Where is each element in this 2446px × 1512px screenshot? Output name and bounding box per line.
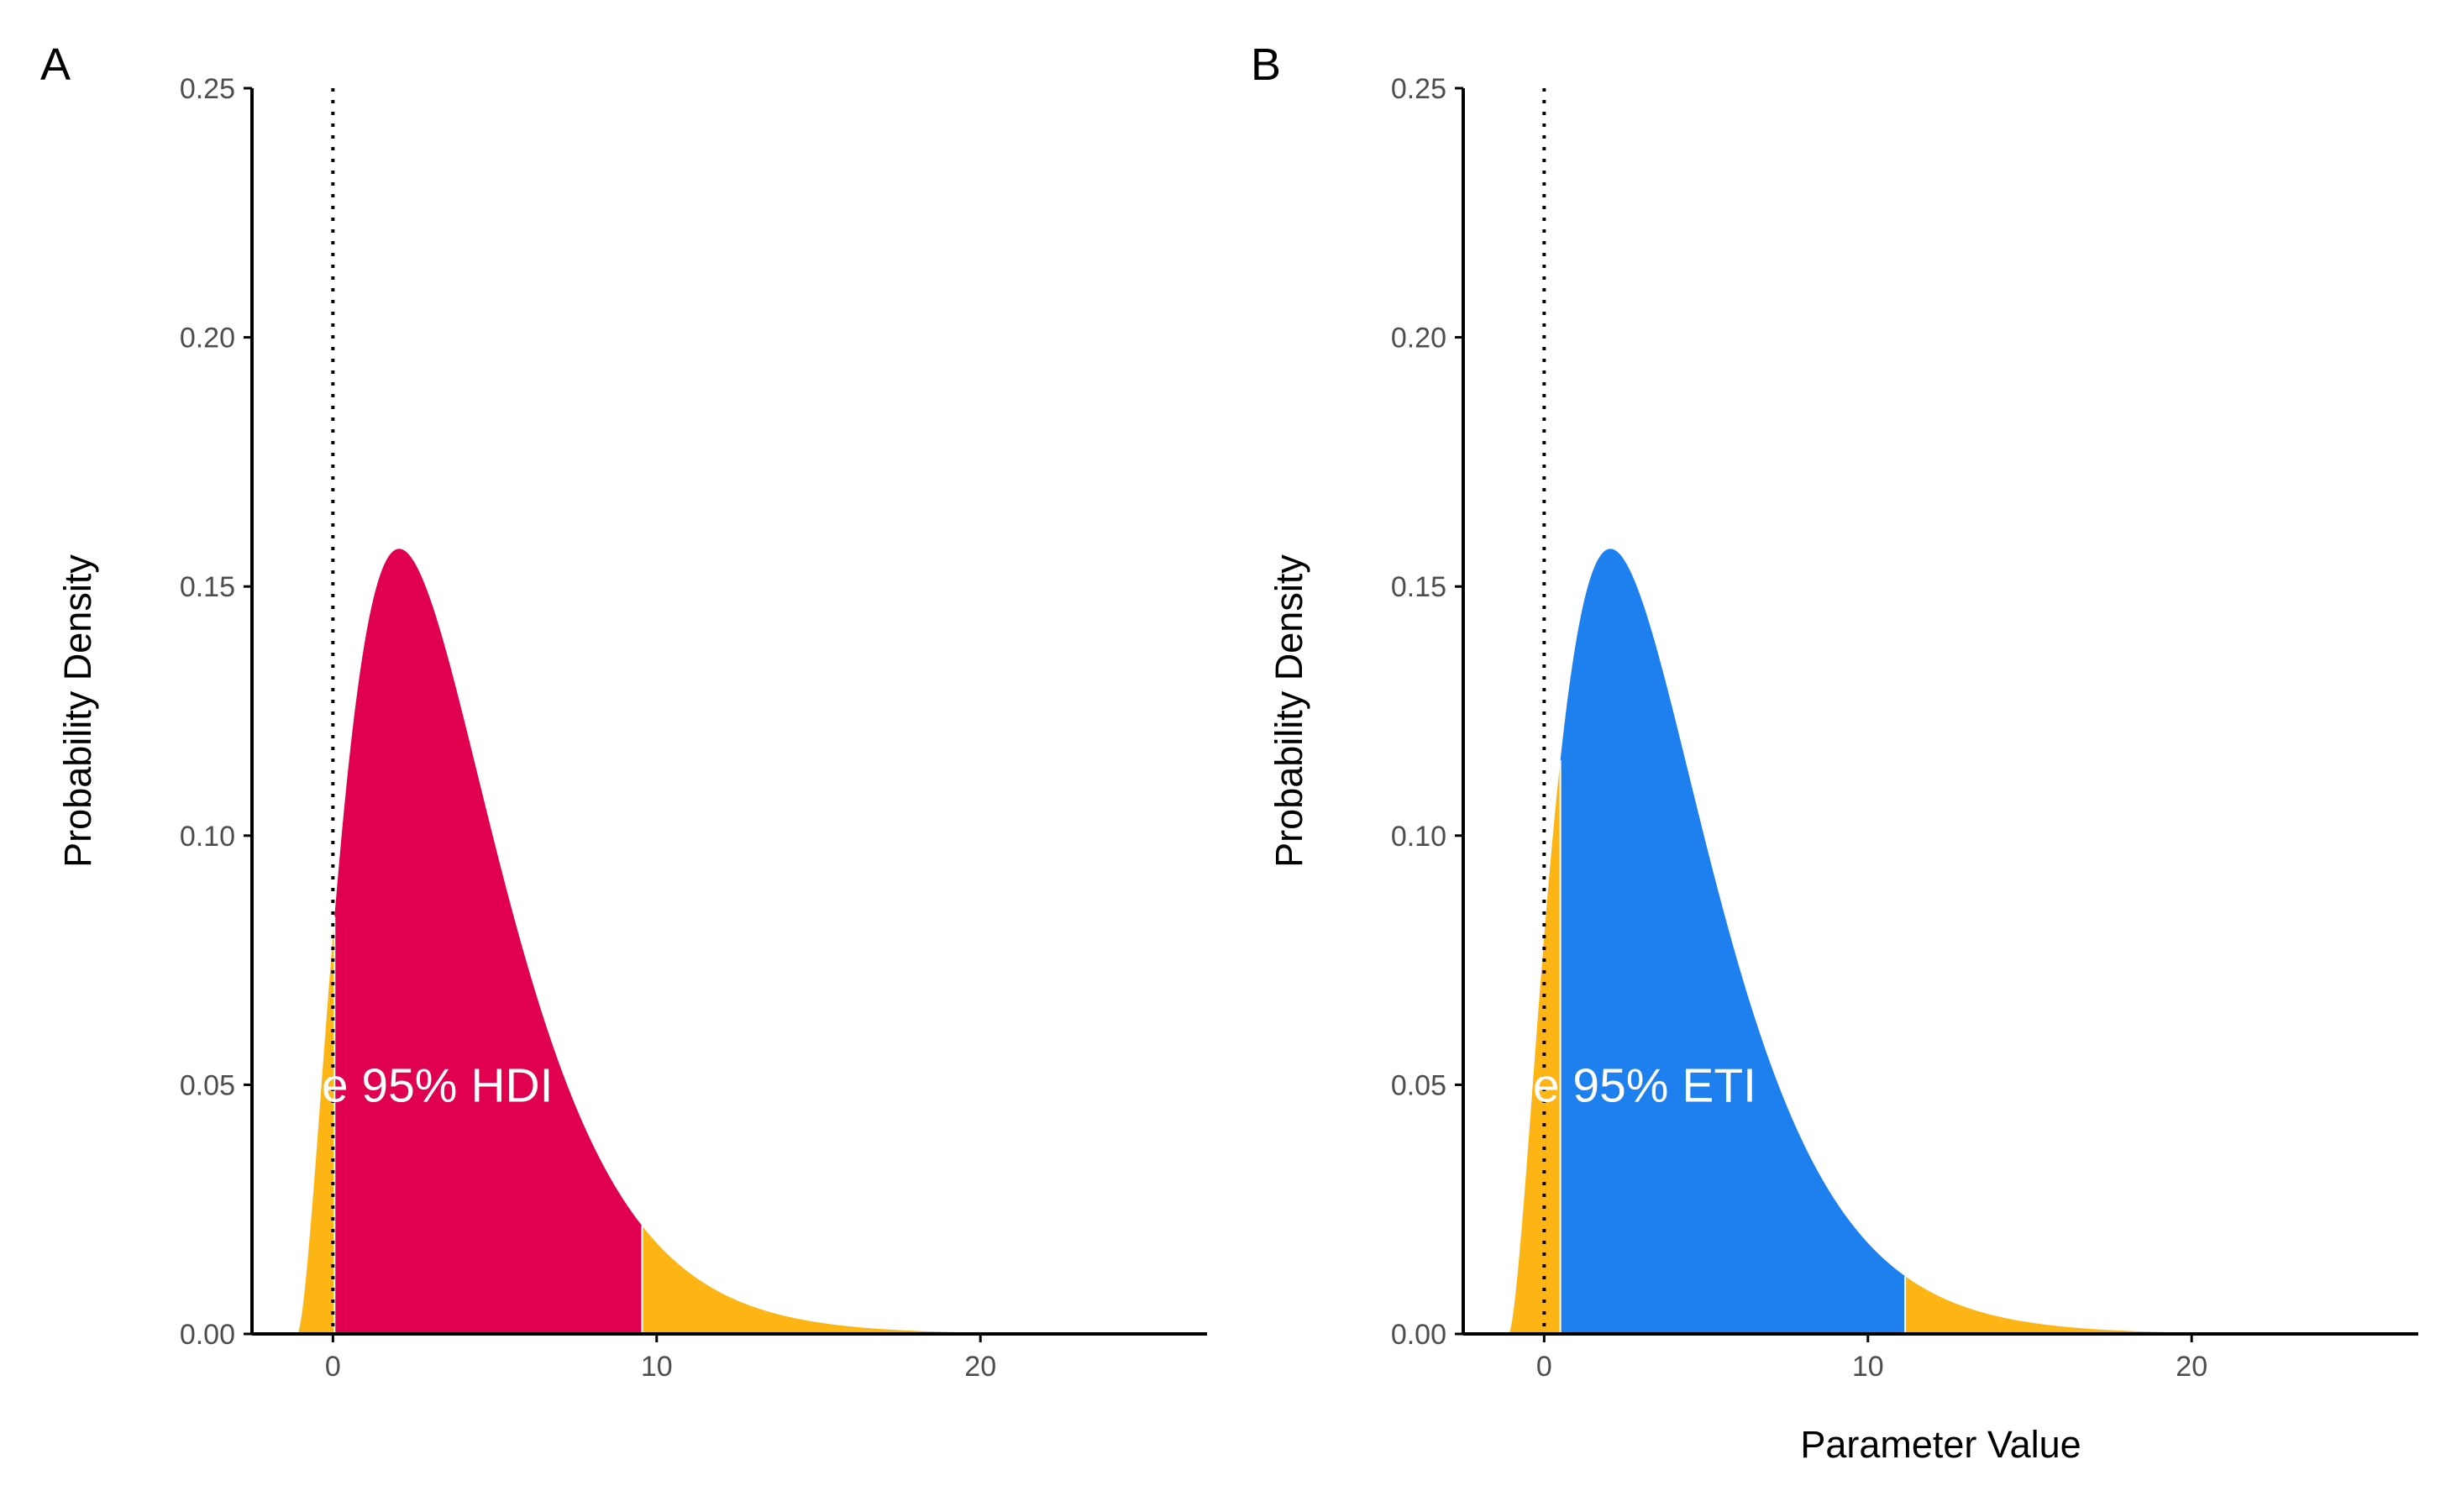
x-axis-title: Parameter Value <box>1800 1423 2081 1466</box>
y-tick-label: 0.05 <box>1391 1069 1446 1101</box>
interval-label: e 95% ETI <box>1533 1058 1756 1112</box>
density-tail-right <box>1905 1276 2418 1334</box>
x-tick-label: 0 <box>1536 1351 1552 1383</box>
panel-a: e 95% HDI 0.00 0.05 0.10 0.15 0.20 0.25 0 10 20 Pr… <box>40 39 1207 1383</box>
y-tick-label: 0.25 <box>180 73 235 105</box>
x-tick-label: 0 <box>325 1351 341 1383</box>
x-tick-label: 20 <box>964 1351 996 1383</box>
x-tick-label: 10 <box>1852 1351 1884 1383</box>
x-tick-label: 20 <box>2176 1351 2207 1383</box>
y-tick-label: 0.20 <box>1391 323 1446 354</box>
y-tick-label: 0.10 <box>180 821 235 853</box>
density-tail-right <box>642 1226 1207 1334</box>
y-tick-label: 0.05 <box>180 1069 235 1101</box>
panel-tag: A <box>40 39 71 90</box>
y-tick-label: 0.15 <box>1391 571 1446 603</box>
x-tick-label: 10 <box>641 1351 673 1383</box>
density-interval-region <box>334 549 643 1334</box>
y-axis-title: Probability Density <box>56 554 99 868</box>
y-tick-label: 0.15 <box>180 571 235 603</box>
density-tail-left <box>297 916 335 1334</box>
interval-label: e 95% HDI <box>322 1058 554 1112</box>
y-axis-title: Probability Density <box>1268 554 1310 868</box>
y-tick-label: 0.25 <box>1391 73 1446 105</box>
y-tick-label: 0.00 <box>1391 1319 1446 1351</box>
y-tick-label: 0.20 <box>180 323 235 354</box>
density-tail-left <box>1509 760 1561 1334</box>
y-tick-label: 0.00 <box>180 1319 235 1351</box>
density-interval-region <box>1560 549 1906 1334</box>
panel-tag: B <box>1251 39 1281 90</box>
panel-b: e 95% ETI 0.00 0.05 0.10 0.15 0.20 0.25 0 10 20 Pr… <box>1251 39 2418 1466</box>
y-tick-label: 0.10 <box>1391 821 1446 853</box>
